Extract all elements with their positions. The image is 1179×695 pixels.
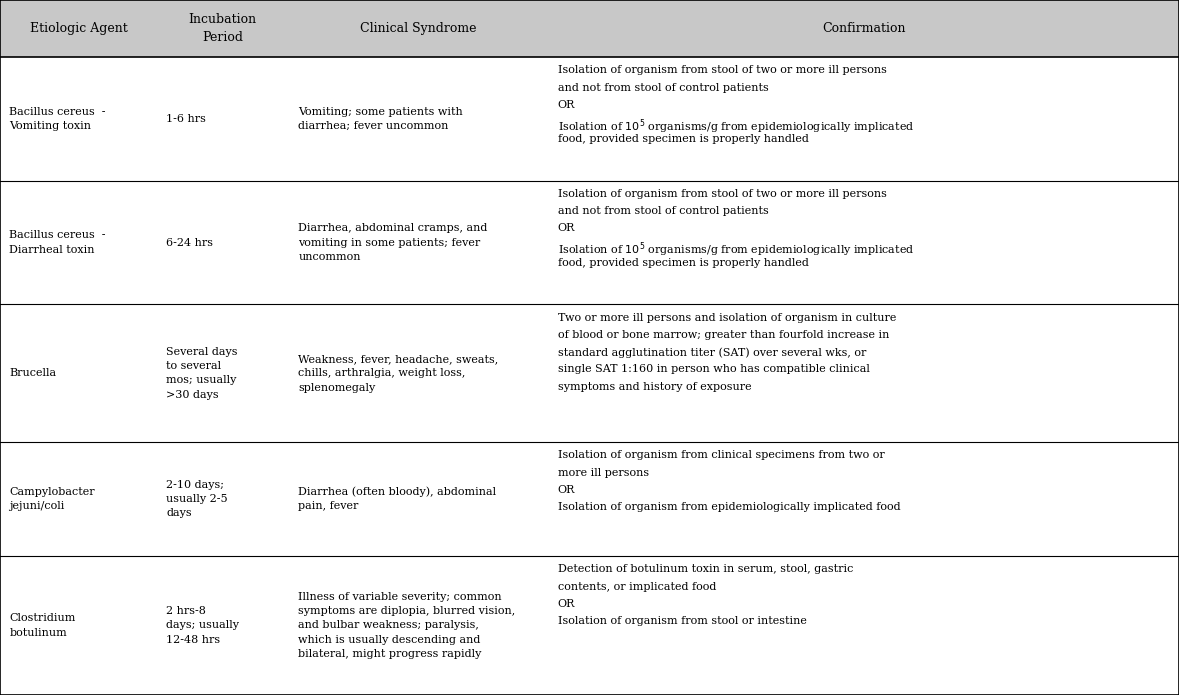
Text: Weakness, fever, headache, sweats,
chills, arthralgia, weight loss,
splenomegaly: Weakness, fever, headache, sweats, chill… [298,354,499,393]
Text: Illness of variable severity; common
symptoms are diplopia, blurred vision,
and : Illness of variable severity; common sym… [298,591,515,660]
Bar [0,304,1179,442]
Text: Brucella: Brucella [9,368,57,378]
Bar [0,181,1179,304]
Text: Clostridium
botulinum: Clostridium botulinum [9,613,75,638]
Text: OR: OR [558,599,575,609]
Text: and not from stool of control patients: and not from stool of control patients [558,206,769,216]
Text: Confirmation: Confirmation [822,22,905,35]
Bar [0,556,1179,695]
Text: 2-10 days;
usually 2-5
days: 2-10 days; usually 2-5 days [166,480,228,518]
Text: Campylobacter
jejuni/coli: Campylobacter jejuni/coli [9,486,95,512]
Bar [0,442,1179,556]
Text: Isolation of $10^5$ organisms/g from epidemiologically implicated: Isolation of $10^5$ organisms/g from epi… [558,117,914,136]
Bar [0,57,1179,181]
Text: Incubation
Period: Incubation Period [189,13,257,44]
Text: Bacillus cereus  -
Vomiting toxin: Bacillus cereus - Vomiting toxin [9,106,106,131]
Text: of blood or bone marrow; greater than fourfold increase in: of blood or bone marrow; greater than fo… [558,330,889,340]
Text: Diarrhea (often bloody), abdominal
pain, fever: Diarrhea (often bloody), abdominal pain,… [298,486,496,512]
Text: more ill persons: more ill persons [558,468,648,477]
Text: OR: OR [558,485,575,495]
Text: Several days
to several
mos; usually
>30 days: Several days to several mos; usually >30… [166,347,238,400]
Text: OR: OR [558,224,575,234]
Text: standard agglutination titer (SAT) over several wks, or: standard agglutination titer (SAT) over … [558,348,867,358]
Bar [0,0,1179,57]
Text: Two or more ill persons and isolation of organism in culture: Two or more ill persons and isolation of… [558,313,896,322]
Text: Isolation of organism from clinical specimens from two or: Isolation of organism from clinical spec… [558,450,884,460]
Text: and not from stool of control patients: and not from stool of control patients [558,83,769,92]
Text: symptoms and history of exposure: symptoms and history of exposure [558,382,751,392]
Text: contents, or implicated food: contents, or implicated food [558,582,716,591]
Text: Clinical Syndrome: Clinical Syndrome [361,22,476,35]
Text: 2 hrs-8
days; usually
12-48 hrs: 2 hrs-8 days; usually 12-48 hrs [166,606,239,645]
Text: Isolation of organism from stool or intestine: Isolation of organism from stool or inte… [558,616,806,626]
Text: OR: OR [558,100,575,110]
Text: single SAT 1:160 in person who has compatible clinical: single SAT 1:160 in person who has compa… [558,364,870,375]
Text: 6-24 hrs: 6-24 hrs [166,238,213,247]
Text: Bacillus cereus  -
Diarrheal toxin: Bacillus cereus - Diarrheal toxin [9,230,106,255]
Text: Etiologic Agent: Etiologic Agent [29,22,127,35]
Text: food, provided specimen is properly handled: food, provided specimen is properly hand… [558,134,809,145]
Text: Vomiting; some patients with
diarrhea; fever uncommon: Vomiting; some patients with diarrhea; f… [298,106,463,131]
Text: Isolation of organism from stool of two or more ill persons: Isolation of organism from stool of two … [558,189,887,199]
Text: Isolation of organism from stool of two or more ill persons: Isolation of organism from stool of two … [558,65,887,75]
Text: food, provided specimen is properly handled: food, provided specimen is properly hand… [558,258,809,268]
Text: Isolation of $10^5$ organisms/g from epidemiologically implicated: Isolation of $10^5$ organisms/g from epi… [558,240,914,259]
Text: Isolation of organism from epidemiologically implicated food: Isolation of organism from epidemiologic… [558,502,901,512]
Text: 1-6 hrs: 1-6 hrs [166,114,206,124]
Text: Diarrhea, abdominal cramps, and
vomiting in some patients; fever
uncommon: Diarrhea, abdominal cramps, and vomiting… [298,223,488,262]
Text: Detection of botulinum toxin in serum, stool, gastric: Detection of botulinum toxin in serum, s… [558,564,854,574]
